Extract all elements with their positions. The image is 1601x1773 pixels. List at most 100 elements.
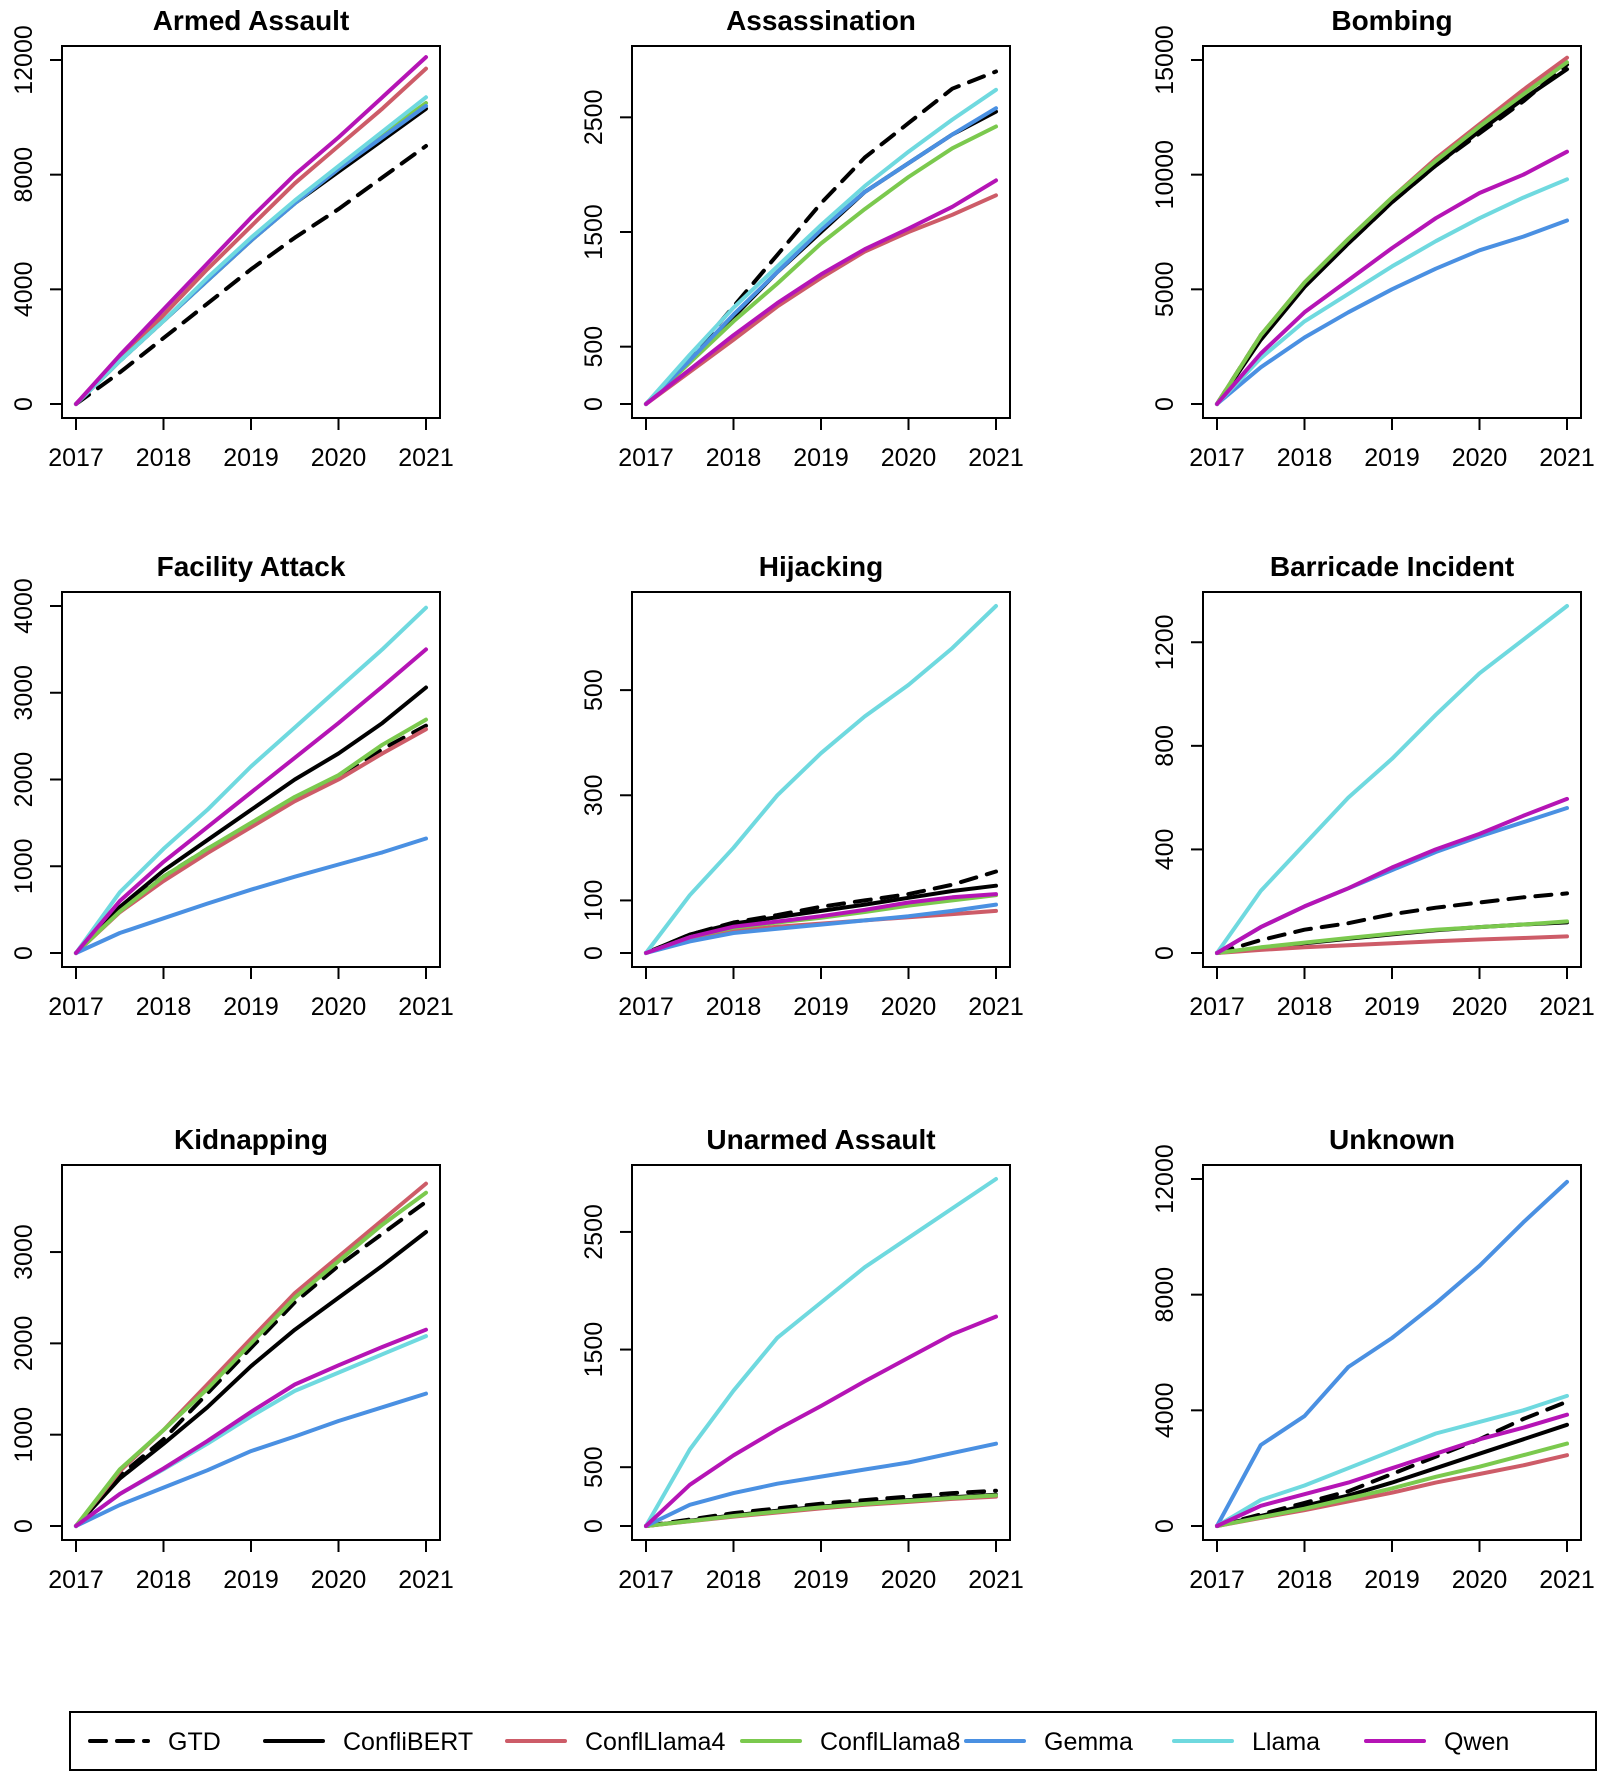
series-line-llama: [1215, 604, 1569, 955]
legend-item-conflllama4: ConflLlama4: [505, 1728, 725, 1756]
y-tick-label: 0: [580, 397, 608, 411]
y-tick-label: 4000: [1151, 1383, 1179, 1439]
series-line-conflibert: [74, 106, 428, 406]
y-tick-label: 300: [580, 774, 608, 816]
panel-unarmed-assault: Unarmed Assault 2017 2018 2019 2020 2021 0 500 1…: [580, 1124, 1024, 1594]
x-tick-label: 2021: [968, 1566, 1024, 1594]
panel-title: Armed Assault: [153, 5, 350, 36]
series-line-gemma: [74, 103, 428, 406]
series-line-conflllama8: [1215, 919, 1569, 955]
y-tick-label: 2000: [10, 1316, 38, 1372]
panel-hijacking: Hijacking 2017 2018 2019 2020 2021 0 100 300 500: [580, 551, 1024, 1021]
series-line-conflllama4: [74, 66, 428, 406]
y-tick-label: 2000: [10, 752, 38, 808]
panel-title: Kidnapping: [174, 1124, 328, 1155]
y-tick-label: 10000: [1151, 140, 1179, 210]
x-tick-label: 2018: [1277, 444, 1333, 472]
x-tick-label: 2021: [1539, 444, 1595, 472]
series-line-llama: [74, 95, 428, 406]
series-line-gemma: [644, 1441, 998, 1528]
series-line-llama: [1215, 1393, 1569, 1528]
x-tick-label: 2019: [793, 444, 849, 472]
x-tick-label: 2020: [311, 993, 367, 1021]
series-line-conflllama4: [1215, 934, 1569, 955]
panel-title: Unarmed Assault: [706, 1124, 935, 1155]
series-line-gemma: [644, 902, 998, 955]
x-tick-label: 2017: [1189, 444, 1245, 472]
series-line-llama: [74, 605, 428, 955]
legend-item-gtd: GTD: [88, 1728, 221, 1756]
series-line-qwen: [74, 55, 428, 406]
plot-frame: [1202, 591, 1582, 968]
y-tick-label: 0: [1151, 397, 1179, 411]
panel-title: Barricade Incident: [1270, 551, 1514, 582]
x-tick-label: 2020: [1452, 993, 1508, 1021]
y-tick-label: 0: [580, 946, 608, 960]
y-tick-label: 1500: [580, 204, 608, 260]
legend-item-conflibert: ConfliBERT: [263, 1728, 473, 1756]
series-line-llama: [644, 604, 998, 955]
x-tick-label: 2018: [706, 993, 762, 1021]
x-tick-label: 2018: [706, 444, 762, 472]
legend-label: GTD: [168, 1728, 221, 1756]
series-line-conflllama8: [644, 124, 998, 406]
series-line-gemma: [74, 1391, 428, 1528]
y-tick-label: 15000: [1151, 25, 1179, 95]
x-tick-label: 2020: [311, 444, 367, 472]
series-line-llama: [644, 1177, 998, 1528]
y-tick-label: 1000: [10, 1407, 38, 1463]
panel-unknown: Unknown 2017 2018 2019 2020 2021 0 4000 8000 1200…: [1151, 1124, 1595, 1594]
y-tick-label: 500: [580, 326, 608, 368]
panel-title: Assassination: [726, 5, 916, 36]
y-tick-label: 500: [580, 669, 608, 711]
panels-group: Armed Assault 2017 2018 2019 2020 2021 0 4000 80…: [10, 5, 1595, 1594]
legend-items: GTD ConfliBERT ConflLlama4 ConflLlama8 Gemma…: [88, 1728, 1509, 1756]
x-tick-label: 2018: [706, 1566, 762, 1594]
y-tick-label: 0: [10, 1519, 38, 1533]
x-tick-label: 2021: [398, 1566, 454, 1594]
series-line-conflibert: [1215, 67, 1569, 406]
series-line-qwen: [74, 647, 428, 955]
legend-item-llama: Llama: [1172, 1728, 1320, 1756]
x-tick-label: 2017: [48, 444, 104, 472]
x-tick-label: 2021: [968, 444, 1024, 472]
series-line-llama: [1215, 177, 1569, 406]
y-tick-label: 100: [580, 880, 608, 922]
series-line-llama: [644, 87, 998, 406]
series-line-gemma: [1215, 1179, 1569, 1528]
panel-title: Hijacking: [759, 551, 883, 582]
x-tick-label: 2019: [223, 993, 279, 1021]
legend-label: ConflLlama4: [585, 1728, 725, 1756]
x-tick-label: 2020: [1452, 444, 1508, 472]
y-tick-label: 8000: [1151, 1267, 1179, 1323]
y-tick-label: 800: [1151, 725, 1179, 767]
x-tick-label: 2021: [1539, 993, 1595, 1021]
x-tick-label: 2020: [881, 444, 937, 472]
panel-assassination: Assassination 2017 2018 2019 2020 2021 0 500 150…: [580, 5, 1024, 472]
x-tick-label: 2017: [618, 444, 674, 472]
legend-label: Qwen: [1444, 1728, 1509, 1756]
x-tick-label: 2019: [1364, 444, 1420, 472]
series-line-conflllama4: [74, 727, 428, 955]
series-line-conflibert: [644, 883, 998, 955]
legend-label: ConfliBERT: [343, 1728, 473, 1756]
y-tick-label: 1000: [10, 838, 38, 894]
x-tick-label: 2018: [136, 993, 192, 1021]
x-tick-label: 2017: [618, 993, 674, 1021]
x-tick-label: 2021: [398, 993, 454, 1021]
series-line-gtd: [1215, 1399, 1569, 1528]
series-line-gemma: [1215, 218, 1569, 406]
y-tick-label: 2500: [580, 90, 608, 146]
x-tick-label: 2020: [1452, 1566, 1508, 1594]
x-tick-label: 2018: [136, 1566, 192, 1594]
x-tick-label: 2018: [1277, 993, 1333, 1021]
y-tick-label: 12000: [1151, 1144, 1179, 1214]
panel-bombing: Bombing 2017 2018 2019 2020 2021 0 5000 10000 150…: [1151, 5, 1595, 472]
y-tick-label: 5000: [1151, 262, 1179, 318]
legend-item-conflllama8: ConflLlama8: [740, 1728, 960, 1756]
series-line-conflllama8: [1215, 1441, 1569, 1528]
y-tick-label: 3000: [10, 665, 38, 721]
panel-title: Bombing: [1331, 5, 1452, 36]
series-line-conflllama8: [644, 1493, 998, 1528]
